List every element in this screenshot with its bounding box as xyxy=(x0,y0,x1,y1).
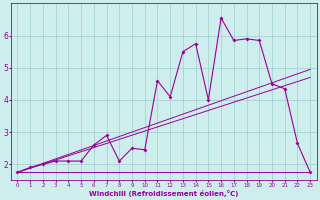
X-axis label: Windchill (Refroidissement éolien,°C): Windchill (Refroidissement éolien,°C) xyxy=(89,190,238,197)
